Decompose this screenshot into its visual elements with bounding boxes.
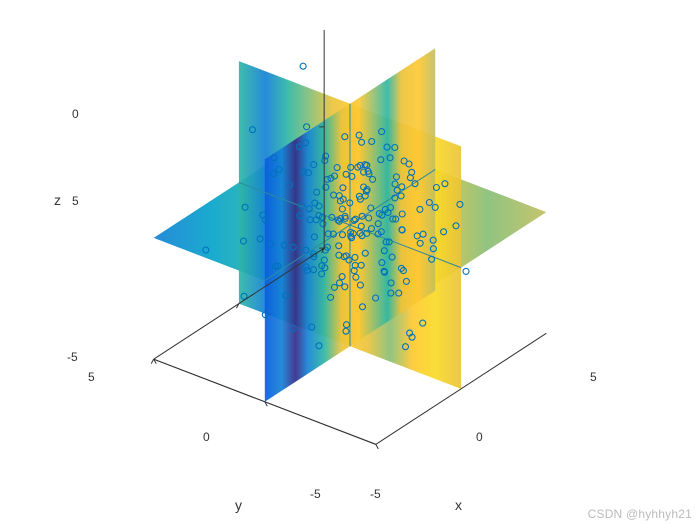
x-axis-label: x bbox=[455, 497, 462, 513]
scatter-marker bbox=[463, 268, 469, 274]
ytick-0: 0 bbox=[203, 430, 210, 444]
xtick--5: -5 bbox=[370, 487, 381, 501]
z-axis-label: z bbox=[54, 192, 61, 208]
ytick-5: 5 bbox=[88, 370, 95, 384]
plot-svg bbox=[60, 30, 640, 480]
xtick-0: 0 bbox=[476, 430, 483, 444]
watermark: CSDN @hyhhyh21 bbox=[588, 507, 692, 521]
scatter-marker bbox=[300, 63, 306, 69]
ytick--5: -5 bbox=[310, 487, 321, 501]
xtick-5: 5 bbox=[590, 370, 597, 384]
plot-area bbox=[60, 30, 640, 480]
ztick-0: 0 bbox=[72, 107, 79, 121]
ztick-5: 5 bbox=[72, 194, 79, 208]
y-axis-label: y bbox=[235, 497, 242, 513]
ztick--5: -5 bbox=[67, 350, 78, 364]
